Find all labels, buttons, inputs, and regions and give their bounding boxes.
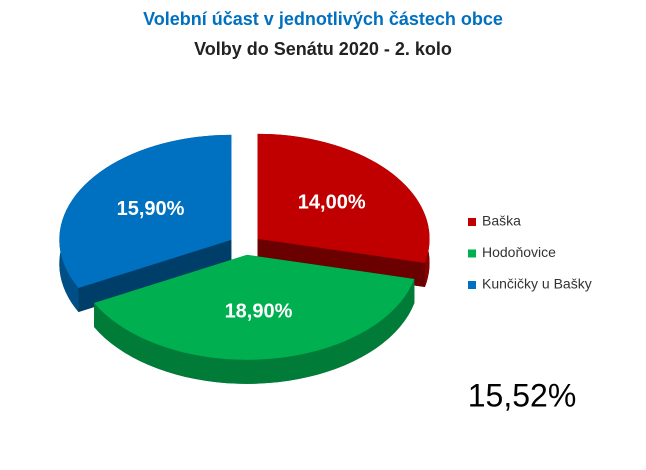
slice-side — [94, 278, 415, 384]
legend-label: Hodoňovice — [482, 244, 556, 260]
legend-swatch — [468, 249, 476, 258]
slice — [94, 254, 415, 360]
chart-title: Volební účast v jednotlivých částech obc… — [143, 9, 503, 29]
slice — [257, 133, 430, 263]
data-label: 18,90% — [225, 300, 293, 322]
slice-side — [78, 239, 232, 312]
slice — [59, 134, 232, 288]
data-label: 14,00% — [298, 191, 366, 213]
chart-subtitle: Volby do Senátu 2020 - 2. kolo — [194, 39, 452, 59]
data-label: 15,90% — [117, 198, 185, 220]
legend-label: Baška — [482, 213, 521, 229]
legend-swatch — [468, 218, 476, 226]
legend-swatch — [468, 281, 476, 289]
annotation: 15,52% — [468, 377, 577, 413]
legend-label: Kunčičky u Bašky — [482, 276, 592, 292]
